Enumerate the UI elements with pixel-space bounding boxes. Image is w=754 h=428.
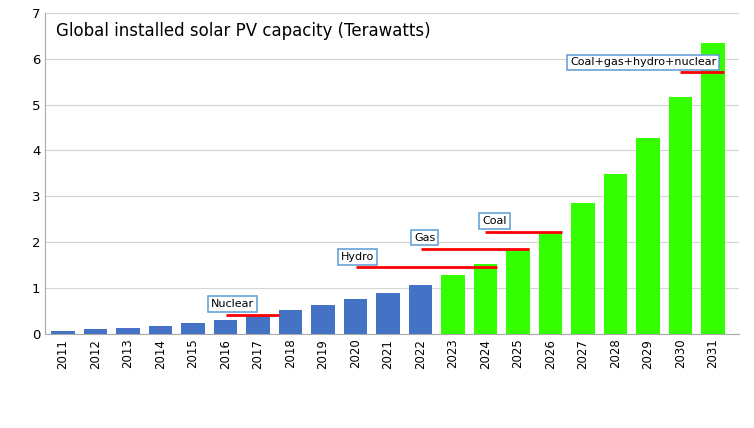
Bar (701, 43, 725, 334)
Bar (441, 275, 464, 334)
Bar (539, 232, 562, 334)
Bar (376, 294, 400, 334)
Bar (636, 139, 660, 334)
Bar (279, 310, 302, 334)
Bar (409, 285, 432, 334)
Text: Global installed solar PV capacity (Terawatts): Global installed solar PV capacity (Tera… (56, 23, 431, 41)
Bar (344, 299, 367, 334)
Bar (506, 249, 529, 334)
Text: Hydro: Hydro (341, 252, 374, 262)
Bar (604, 174, 627, 334)
Bar (116, 328, 139, 334)
Bar (572, 203, 595, 334)
Bar (311, 305, 335, 334)
Text: Nuclear: Nuclear (211, 299, 254, 309)
Bar (182, 323, 205, 334)
Bar (474, 264, 497, 334)
Bar (214, 320, 238, 334)
Text: Coal+gas+hydro+nuclear: Coal+gas+hydro+nuclear (570, 57, 716, 67)
Text: Coal: Coal (483, 216, 507, 226)
Text: Gas: Gas (414, 232, 435, 243)
Bar (84, 329, 107, 334)
Bar (149, 326, 172, 334)
Bar (669, 97, 692, 334)
Bar (51, 331, 75, 334)
Bar (247, 315, 270, 334)
